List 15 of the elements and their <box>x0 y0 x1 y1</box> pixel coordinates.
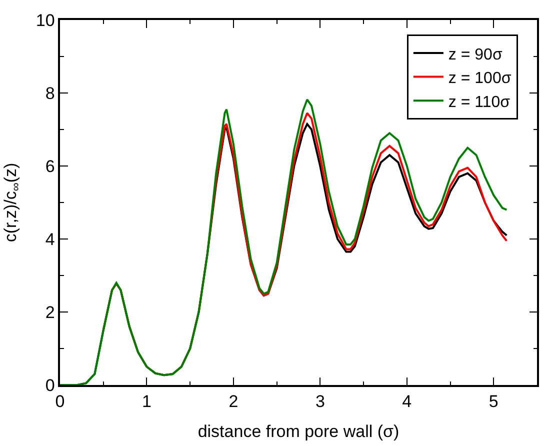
y-tick-label: 6 <box>45 156 55 176</box>
y-tick-label: 8 <box>45 84 55 103</box>
x-tick-label: 3 <box>315 392 325 412</box>
y-tick-label: 10 <box>36 10 55 30</box>
x-tick-label: 4 <box>402 392 412 412</box>
legend-label: z = 100σ <box>448 70 512 88</box>
y-tick-label: 0 <box>45 376 55 395</box>
y-tick-label: 4 <box>45 230 55 249</box>
x-tick-label: 2 <box>228 392 238 412</box>
x-axis-title: distance from pore wall (σ) <box>198 422 400 442</box>
x-tick-label: 5 <box>488 392 498 412</box>
x-tick-label: 1 <box>142 392 152 412</box>
y-tick-label: 2 <box>45 302 55 322</box>
legend-label: z = 90σ <box>448 46 502 64</box>
legend-label: z = 110σ <box>448 94 510 111</box>
